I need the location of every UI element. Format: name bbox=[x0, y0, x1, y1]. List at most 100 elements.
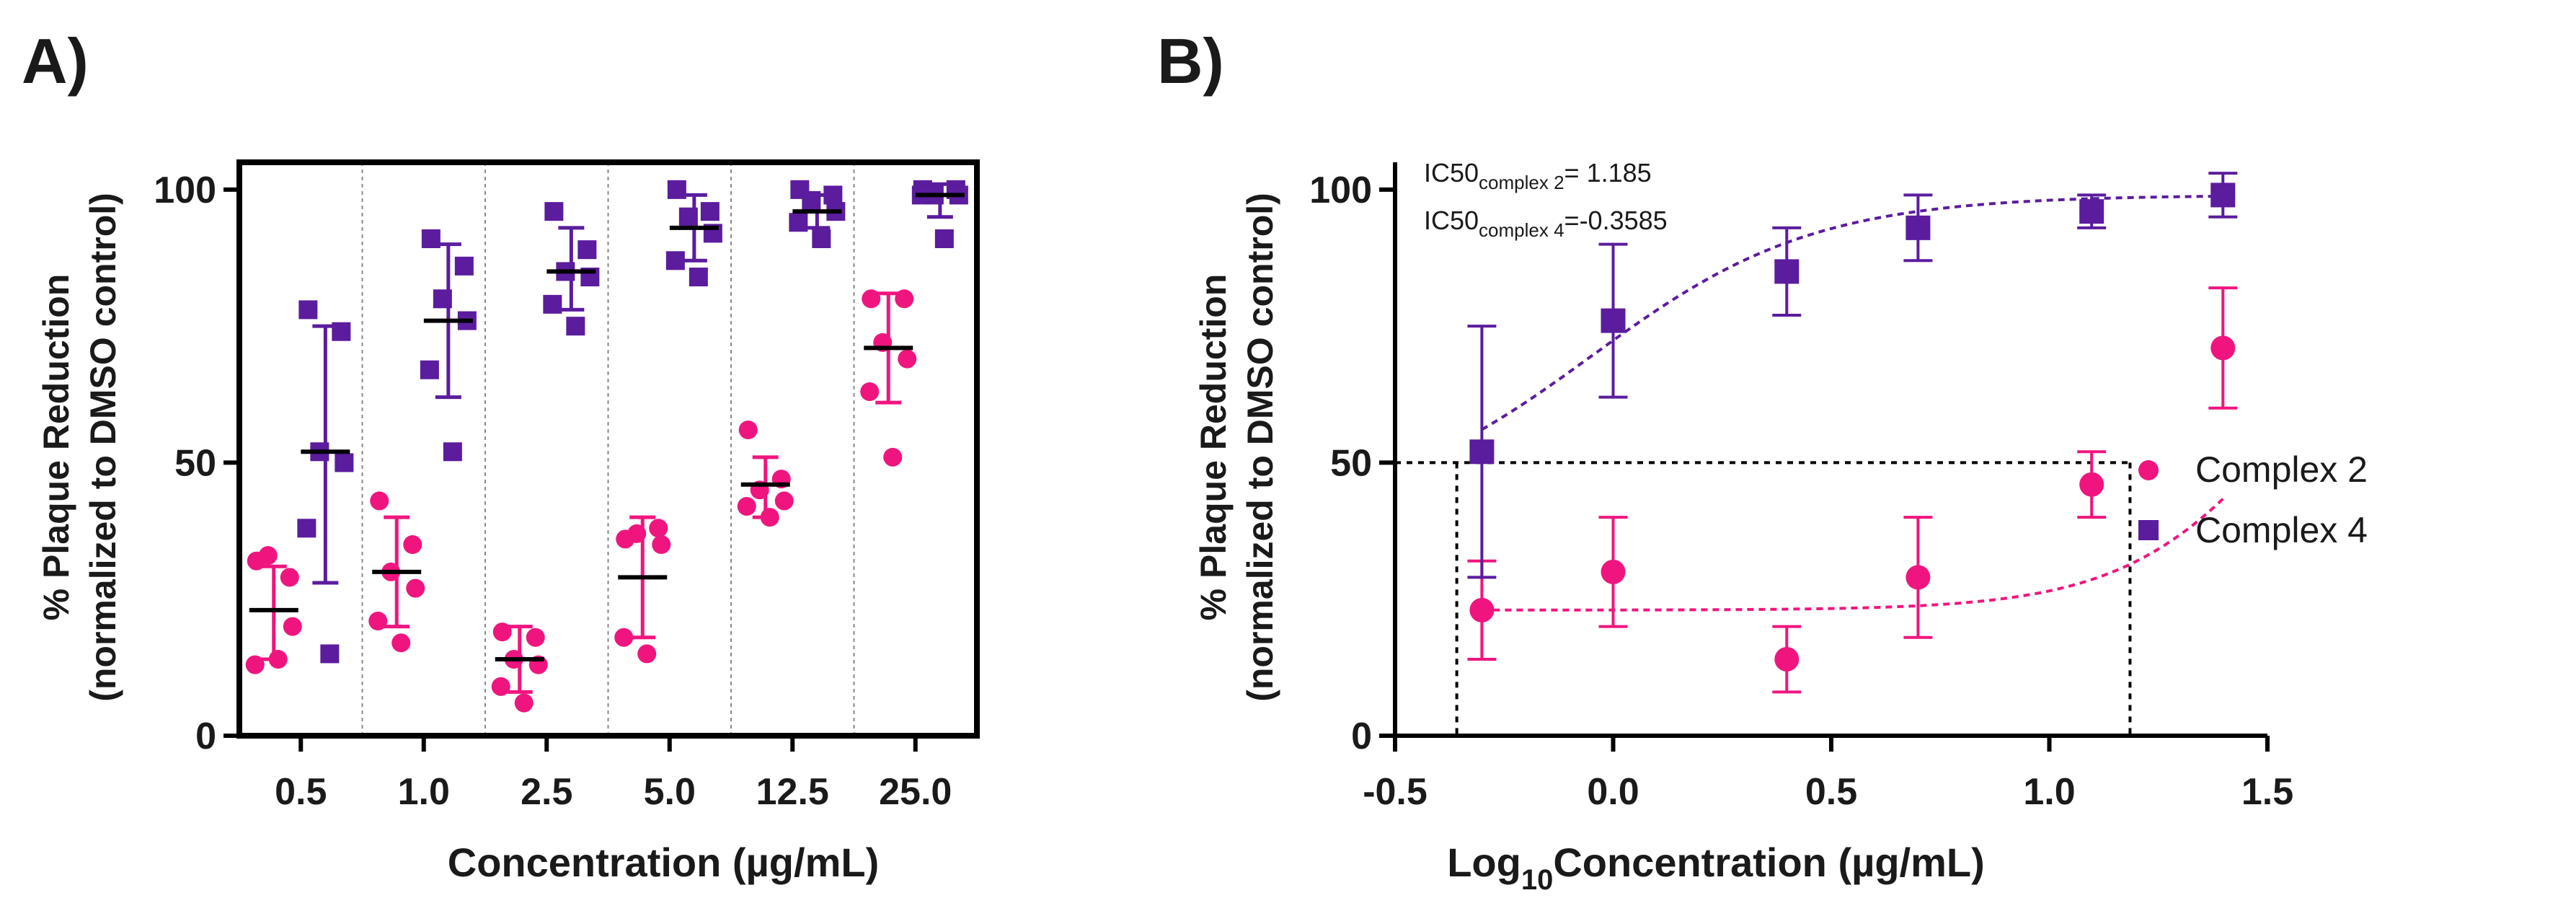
panel-b-complex-4-point bbox=[1906, 215, 1931, 240]
panel-a-complex-2-point bbox=[627, 524, 647, 543]
panel-b-x-tick-label: 1.5 bbox=[2241, 771, 2293, 813]
panel-b-complex-4-point bbox=[1774, 259, 1800, 284]
panel-a-complex-2-point bbox=[614, 628, 634, 647]
panel-a-complex-2-point bbox=[492, 622, 512, 642]
panel-a-chart: 0 50 100 0.5 1.0 2.5 5.0 12.5 25.0 bbox=[154, 159, 980, 813]
panel-a-complex-4-point bbox=[433, 289, 452, 309]
panel-a-complex-2-point bbox=[526, 628, 545, 647]
panel-b-complex-2-point bbox=[2079, 472, 2104, 497]
panel-a-complex-4-point bbox=[665, 251, 685, 270]
panel-b-x-tick-label: 0.0 bbox=[1587, 771, 1639, 813]
panel-a-complex-4-point bbox=[332, 322, 351, 341]
panel-a-x-tick-label: 25.0 bbox=[879, 771, 952, 813]
panel-a-complex-4-point bbox=[678, 207, 698, 226]
panel-a-x-axis-title: Concentration (µg/mL) bbox=[448, 840, 879, 885]
panel-a-complex-2-point bbox=[280, 568, 299, 587]
panel-a-x-tick-label: 12.5 bbox=[756, 771, 829, 813]
panel-a-complex-4-point bbox=[802, 191, 821, 210]
legend-complex-4-label: Complex 4 bbox=[2195, 510, 2368, 550]
panel-a-y-axis-title-line1: % Plaque Reduction bbox=[36, 274, 76, 621]
panel-a-complex-2-point bbox=[514, 693, 534, 713]
panel-a-complex-4-point bbox=[812, 229, 831, 248]
panel-b-complex-2-point bbox=[1906, 565, 1931, 590]
panel-a-y-axis-title-line2: (normalized to DMSO control) bbox=[83, 193, 123, 702]
panel-b-chart: 0 50 100 -0.5 0.0 0.5 1.0 1.5 bbox=[1309, 162, 2293, 813]
panel-a-complex-2-point bbox=[403, 535, 422, 554]
panel-a-complex-2-point bbox=[774, 491, 794, 511]
panel-b-y-tick-label: 50 bbox=[1330, 442, 1372, 484]
legend-complex-4-marker bbox=[2138, 520, 2159, 540]
panel-a-complex-4-point bbox=[420, 360, 439, 379]
panel-a-complex-4-point bbox=[544, 202, 564, 221]
panel-a-x-tick-label: 0.5 bbox=[275, 771, 327, 813]
panel-a-complex-2-point bbox=[860, 382, 880, 401]
panel-a-complex-2-point bbox=[895, 289, 914, 309]
panel-a-complex-4-point bbox=[789, 213, 808, 232]
panel-b-x-tick-label: 0.5 bbox=[1805, 771, 1857, 813]
panel-a-complex-2-point bbox=[737, 497, 756, 516]
legend-complex-2-marker bbox=[2138, 460, 2159, 480]
panel-b-x-tick-label: -0.5 bbox=[1363, 771, 1428, 813]
panel-a-complex-2-point bbox=[283, 617, 302, 636]
panel-a-complex-4-point bbox=[454, 256, 474, 276]
panel-b-complex-2-fit-curve bbox=[1482, 498, 2224, 612]
panel-a-complex-2-point bbox=[898, 349, 917, 369]
panel-a-complex-4-point bbox=[421, 229, 441, 248]
panel-a-complex-2-point bbox=[245, 655, 265, 674]
panel-a-complex-2-point bbox=[258, 546, 278, 565]
panel-b-complex-2-point bbox=[1774, 647, 1800, 672]
ic50-complex-4-annotation: IC50complex 4=-0.3585 bbox=[1424, 206, 1668, 241]
panel-b-y-axis-title-line1: % Plaque Reduction bbox=[1193, 274, 1234, 621]
panel-a-complex-2-point bbox=[491, 677, 510, 696]
panel-a-label: A) bbox=[22, 25, 89, 97]
panel-a-complex-2-point bbox=[652, 535, 671, 554]
panel-b-complex-4-point bbox=[2210, 182, 2236, 208]
panel-b-complex-2-point bbox=[1469, 597, 1495, 622]
panel-a-y-tick-label: 100 bbox=[154, 170, 216, 211]
panel-a-complex-2-point bbox=[406, 578, 425, 598]
panel-a-complex-2-point bbox=[760, 508, 779, 527]
panel-b-y-tick-label: 100 bbox=[1309, 170, 1372, 211]
panel-b-x-axis-title-log: Log bbox=[1447, 840, 1521, 885]
panel-a-complex-2-point bbox=[738, 421, 758, 439]
panel-b-complex-4-point bbox=[1469, 439, 1495, 465]
panel-a-complex-4-point bbox=[298, 300, 318, 320]
panel-b-y-axis-title-line2: (normalized to DMSO control) bbox=[1240, 193, 1280, 702]
panel-b-complex-4-point bbox=[1601, 308, 1626, 333]
legend: Complex 2 Complex 4 bbox=[2138, 449, 2368, 550]
panel-a-complex-2-point bbox=[862, 289, 881, 309]
panel-a-complex-2-point bbox=[368, 612, 388, 630]
panel-a-complex-2-point bbox=[637, 644, 657, 664]
panel-a-x-tick-label: 2.5 bbox=[521, 771, 572, 813]
panel-a-y-tick-label: 0 bbox=[195, 716, 216, 757]
panel-a-complex-4-point bbox=[689, 268, 708, 286]
panel-a-complex-4-point bbox=[543, 294, 562, 314]
panel-a-complex-4-point bbox=[934, 229, 954, 248]
panel-a-complex-2-point bbox=[883, 447, 903, 467]
panel-b-complex-4-point bbox=[2079, 199, 2104, 224]
panel-a-complex-4-point bbox=[667, 180, 686, 199]
panel-a-complex-2-point bbox=[370, 491, 389, 511]
ic50-complex-2-annotation: IC50complex 2= 1.185 bbox=[1424, 158, 1652, 193]
legend-complex-2-label: Complex 2 bbox=[2195, 449, 2368, 490]
panel-b-x-axis-title-rest: Concentration (µg/mL) bbox=[1553, 840, 1984, 885]
panel-a-complex-4-point bbox=[335, 453, 354, 472]
panel-a-complex-2-point bbox=[268, 650, 288, 669]
panel-a-complex-2-point bbox=[391, 633, 411, 653]
panel-b-complex-2-point bbox=[2210, 335, 2236, 361]
panel-a-complex-4-point bbox=[823, 185, 843, 205]
panel-b-y-tick-label: 0 bbox=[1351, 716, 1372, 757]
panel-b-complex-2-point bbox=[1601, 559, 1626, 584]
panel-a-x-tick-label: 1.0 bbox=[398, 771, 450, 813]
panel-a-complex-4-point bbox=[700, 202, 720, 221]
panel-b-label: B) bbox=[1157, 25, 1224, 97]
panel-a-complex-2-point bbox=[649, 519, 668, 538]
panel-a-frame bbox=[236, 159, 980, 739]
panel-b-x-axis-title: Log10Concentration (µg/mL) bbox=[1447, 840, 1985, 896]
panel-b-x-axis-title-sub: 10 bbox=[1521, 864, 1554, 896]
panel-a-complex-4-point bbox=[320, 644, 340, 664]
panel-a-y-tick-label: 50 bbox=[174, 442, 216, 484]
panel-a-complex-4-point bbox=[566, 317, 585, 336]
panel-a-x-tick-label: 5.0 bbox=[644, 771, 696, 813]
